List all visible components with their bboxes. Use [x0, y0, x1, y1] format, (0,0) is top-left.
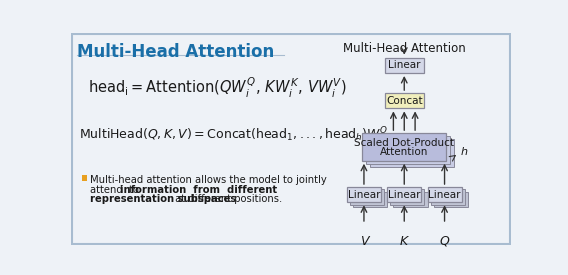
- Text: attend  to: attend to: [90, 185, 145, 195]
- FancyBboxPatch shape: [431, 189, 465, 205]
- Text: Multi-head attention allows the model to jointly: Multi-head attention allows the model to…: [90, 175, 327, 185]
- FancyBboxPatch shape: [82, 175, 87, 181]
- Text: at different positions.: at different positions.: [172, 194, 282, 204]
- FancyBboxPatch shape: [366, 136, 450, 164]
- FancyBboxPatch shape: [428, 187, 462, 202]
- Text: Attention: Attention: [380, 147, 428, 157]
- FancyBboxPatch shape: [370, 139, 454, 167]
- Text: K: K: [400, 235, 408, 248]
- Text: Linear: Linear: [348, 190, 380, 200]
- FancyBboxPatch shape: [347, 187, 381, 202]
- Text: Q: Q: [440, 235, 449, 248]
- FancyBboxPatch shape: [390, 189, 424, 205]
- Text: Multi-Head Attention: Multi-Head Attention: [77, 43, 274, 61]
- Text: V: V: [360, 235, 368, 248]
- Text: $\mathrm{MultiHead}(Q, K, V) = \mathrm{Concat}(\mathrm{head}_1, ..., \mathrm{hea: $\mathrm{MultiHead}(Q, K, V) = \mathrm{C…: [79, 125, 389, 144]
- Text: representation subspaces: representation subspaces: [90, 194, 237, 204]
- FancyBboxPatch shape: [387, 187, 421, 202]
- Text: Concat: Concat: [386, 96, 423, 106]
- Text: Multi-Head Attention: Multi-Head Attention: [343, 42, 466, 55]
- Text: Scaled Dot-Product: Scaled Dot-Product: [354, 138, 454, 148]
- Text: Linear: Linear: [428, 190, 461, 200]
- Text: Linear: Linear: [388, 60, 420, 70]
- FancyBboxPatch shape: [394, 192, 428, 207]
- FancyBboxPatch shape: [350, 189, 384, 205]
- FancyBboxPatch shape: [385, 58, 424, 73]
- FancyBboxPatch shape: [72, 34, 511, 244]
- FancyBboxPatch shape: [362, 133, 446, 161]
- Text: information  from  different: information from different: [120, 185, 277, 195]
- FancyBboxPatch shape: [434, 192, 468, 207]
- FancyBboxPatch shape: [385, 93, 424, 108]
- Text: h: h: [461, 147, 468, 156]
- FancyBboxPatch shape: [353, 192, 387, 207]
- Text: $\mathrm{head}_\mathrm{i} = \mathrm{Attention}(QW_i^Q,\, KW_i^K,\, VW_i^V)$: $\mathrm{head}_\mathrm{i} = \mathrm{Atte…: [88, 76, 346, 100]
- Text: Linear: Linear: [388, 190, 420, 200]
